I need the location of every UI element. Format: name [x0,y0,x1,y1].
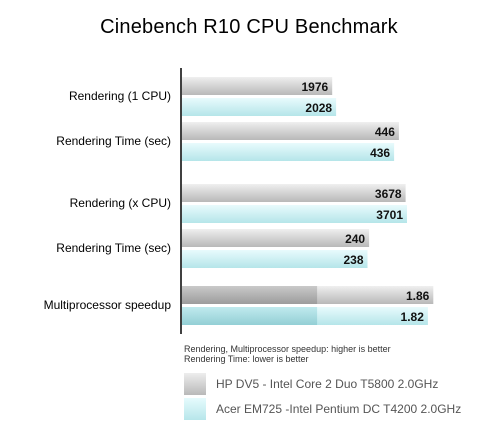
bar-acer [182,250,368,268]
data-label: 1.86 [406,289,430,303]
chart-notes: Rendering, Multiprocessor speedup: highe… [184,344,391,364]
data-label: 240 [345,232,365,246]
data-label: 238 [343,253,363,267]
note-line: Rendering, Multiprocessor speedup: highe… [184,344,391,354]
bar-hp [182,229,370,247]
bar-hp [182,77,333,95]
bar-hp [182,184,406,202]
bar-acer [182,98,337,116]
data-label: 1.82 [401,310,425,324]
bar-acer [182,143,395,161]
bar-chart: Rendering (1 CPU) 1976 2028 Rendering Time … [44,68,434,334]
bar-acer [182,205,407,223]
legend-label-hp: HP DV5 - Intel Core 2 Duo T5800 2.0GHz [216,377,439,391]
legend-item-acer: Acer EM725 -Intel Pentium DC T4200 2.0GH… [184,398,461,420]
category-label: Rendering Time (sec) [56,134,171,148]
category-label: Rendering (1 CPU) [69,89,171,103]
bar-hp-base-segment [182,286,318,304]
category-label: Multiprocessor speedup [44,298,172,312]
data-label: 1976 [301,80,328,94]
legend-label-acer: Acer EM725 -Intel Pentium DC T4200 2.0GH… [216,402,462,416]
data-label: 2028 [305,101,332,115]
legend-swatch-hp [184,373,206,395]
bar-hp [182,122,399,140]
note-line: Rendering Time: lower is better [184,354,309,364]
bar-acer-base-segment [182,307,318,325]
legend-swatch-acer [184,398,206,420]
data-label: 3678 [375,187,402,201]
category-label: Rendering (x CPU) [70,196,171,210]
data-label: 446 [375,125,395,139]
data-label: 436 [370,146,390,160]
legend-item-hp: HP DV5 - Intel Core 2 Duo T5800 2.0GHz [184,373,438,395]
data-label: 3701 [376,208,403,222]
category-label: Rendering Time (sec) [56,241,171,255]
chart-title: Cinebench R10 CPU Benchmark [100,16,398,38]
